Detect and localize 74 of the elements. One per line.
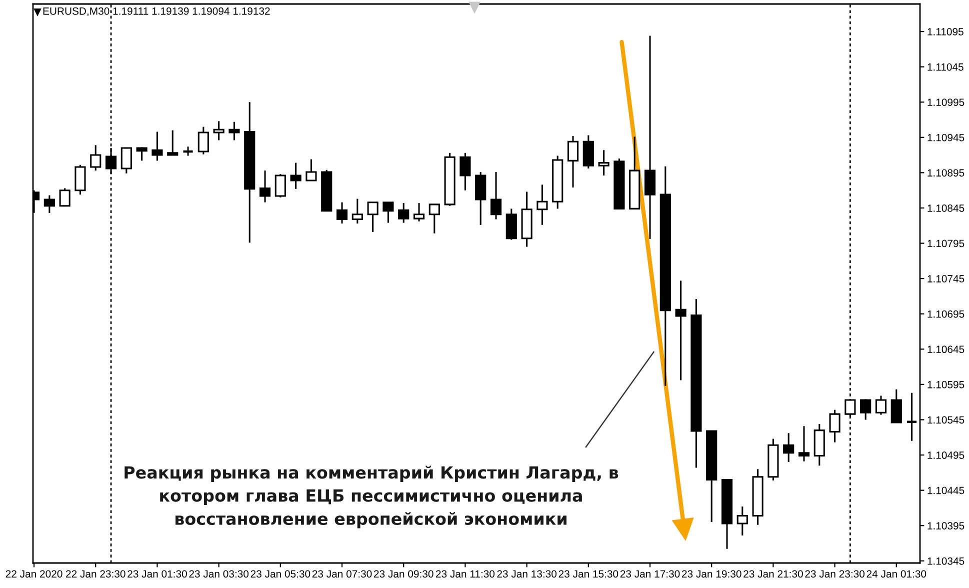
candlestick — [506, 208, 517, 241]
candlestick — [228, 121, 240, 141]
y-tick-label: 1.10495 — [928, 452, 964, 459]
candlestick — [598, 149, 610, 176]
candlestick — [875, 394, 887, 416]
candlestick — [475, 171, 486, 226]
y-tick-label: 1.10795 — [928, 240, 964, 248]
x-tick-label: 23 Jan 01:30 — [128, 570, 187, 578]
x-tick-label: 23 Jan 17:30 — [620, 570, 680, 578]
candlestick — [136, 146, 148, 162]
y-tick-label: 1.10895 — [928, 169, 964, 177]
x-tick-label: 23 Jan 03:30 — [189, 570, 249, 578]
y-tick-label: 1.11045 — [928, 63, 964, 71]
candlestick — [428, 204, 440, 234]
candlestick — [44, 194, 55, 214]
candlestick — [352, 198, 363, 224]
candlestick — [152, 130, 163, 162]
y-tick-label: 1.10545 — [928, 416, 964, 424]
x-tick-label: 22 Jan 2020 — [6, 570, 62, 578]
candlestick — [798, 425, 810, 462]
x-tick-label: 24 Jan 01:30 — [866, 570, 926, 578]
candlestick — [213, 120, 224, 141]
x-tick-label: 23 Jan 05:30 — [250, 570, 310, 578]
candlestick — [460, 152, 471, 192]
y-tick-label: 1.10345 — [928, 557, 964, 565]
candlestick — [90, 144, 102, 172]
x-tick-label: 23 Jan 15:30 — [558, 570, 618, 578]
candlestick — [783, 432, 794, 463]
candlestick — [59, 187, 70, 208]
x-tick-label: 23 Jan 19:30 — [682, 570, 742, 578]
y-tick-label: 1.11095 — [928, 28, 964, 36]
y-tick-label: 1.10845 — [928, 204, 964, 212]
y-tick-label: 1.10745 — [928, 275, 964, 282]
x-tick-label: 23 Jan 23:30 — [805, 570, 865, 578]
y-tick-label: 1.10445 — [928, 486, 964, 494]
candlestick — [120, 147, 132, 174]
y-tick-label: 1.10945 — [928, 134, 964, 142]
x-tick-label: 23 Jan 21:30 — [744, 570, 803, 578]
candlestick — [398, 202, 410, 224]
candlestick — [382, 202, 394, 224]
y-tick-label: 1.10395 — [928, 522, 964, 530]
chart-title: EURUSD,M30 1.19111 1.19139 1.19094 1.19132 — [43, 7, 270, 16]
x-tick-label: 23 Jan 07:30 — [312, 570, 372, 578]
candlestick — [274, 173, 286, 198]
candlestick — [290, 162, 302, 190]
annotation: Реакция рынка на комментарий Кристин Лагард, в котором глава ЕЦБ пессимистично оценила восстановление европейской экономики — [124, 466, 618, 528]
candlestick — [182, 146, 194, 157]
y-tick-label: 1.10695 — [928, 310, 964, 318]
candlestick — [259, 170, 271, 204]
x-tick-label: 23 Jan 13:30 — [497, 570, 557, 578]
x-tick-label: 23 Jan 11:30 — [436, 570, 495, 578]
candlestick — [167, 130, 178, 156]
candlestick — [860, 398, 872, 420]
candlestick — [829, 409, 840, 444]
candlestick — [198, 126, 209, 156]
candlestick — [890, 388, 902, 424]
candlestick — [490, 171, 502, 220]
candlestick — [906, 392, 918, 442]
candlestick — [536, 184, 548, 226]
candlestick — [675, 280, 686, 381]
candlestick — [336, 202, 348, 224]
y-tick-label: 1.10595 — [928, 380, 964, 388]
candlestick — [582, 134, 594, 170]
x-tick-label: 23 Jan 09:30 — [374, 570, 434, 578]
candlestick — [736, 506, 748, 536]
candlestick — [644, 34, 656, 240]
x-tick-label: 22 Jan 23:30 — [66, 570, 126, 578]
y-tick-label: 1.10995 — [928, 98, 964, 106]
candlestick — [367, 202, 378, 233]
y-tick-label: 1.10645 — [928, 346, 964, 354]
candlestick — [306, 158, 317, 182]
candlestick — [74, 164, 86, 196]
candlestick — [567, 135, 579, 188]
candlestick — [413, 202, 425, 222]
